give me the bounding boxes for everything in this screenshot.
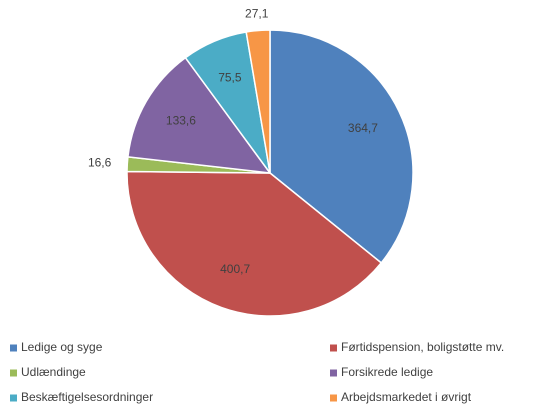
data-label: 364,7	[348, 121, 378, 135]
legend-swatch	[10, 394, 17, 402]
legend-label: Beskæftigelsesordninger	[21, 390, 153, 404]
legend-swatch	[330, 344, 337, 352]
legend-label: Arbejdsmarkedet i øvrigt	[341, 390, 472, 404]
legend-label: Udlændinge	[21, 365, 86, 379]
pie-slice	[126, 170, 383, 317]
data-label: 133,6	[166, 114, 196, 128]
legend-label: Førtidspension, boligstøtte mv.	[341, 340, 504, 354]
legend-swatch	[330, 369, 337, 377]
data-label: 75,5	[218, 70, 242, 84]
pie-slice	[127, 56, 272, 174]
data-label: 16,6	[88, 155, 112, 169]
legend-label: Ledige og syge	[21, 340, 103, 354]
pie-slice	[269, 29, 414, 264]
pie-slice	[245, 29, 271, 174]
legend-label: Forsikrede ledige	[341, 365, 433, 379]
legend-swatch	[330, 394, 337, 402]
legend-swatch	[10, 369, 17, 377]
legend-swatch	[10, 344, 17, 352]
data-label: 27,1	[245, 7, 269, 21]
data-label: 400,7	[220, 262, 250, 276]
